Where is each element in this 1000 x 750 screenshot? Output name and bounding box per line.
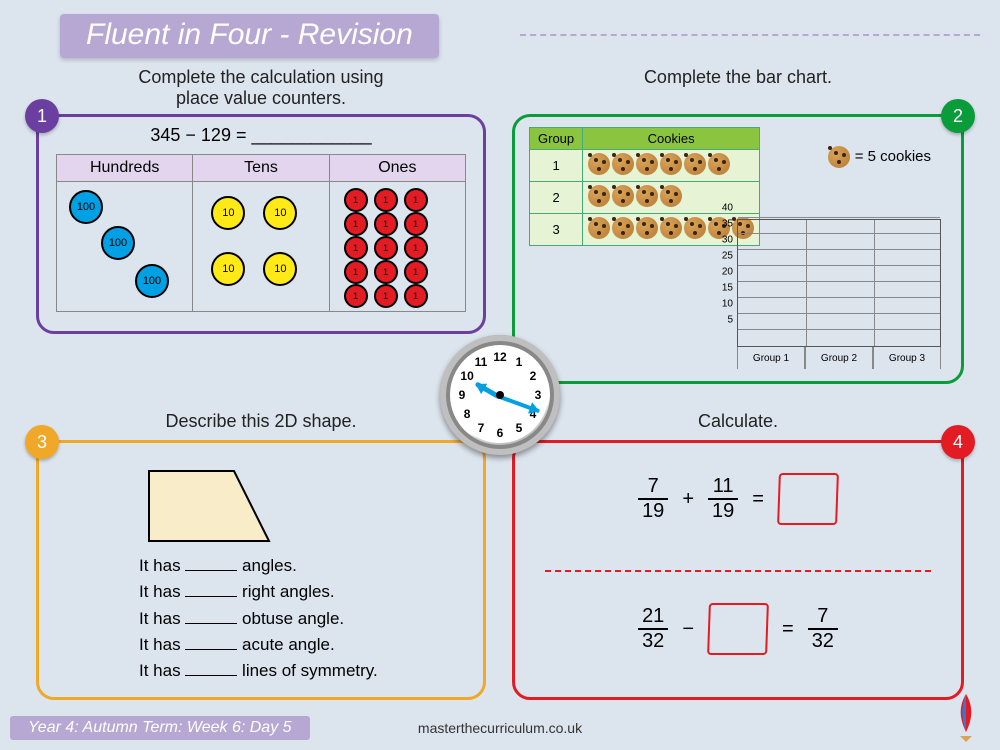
panel-4: 4 Calculate. 719 + 1119 = 2132 − = 732 xyxy=(512,440,964,700)
divider-dash xyxy=(545,570,931,572)
footer-url: masterthecurriculum.co.uk xyxy=(418,720,582,736)
cookie-icon xyxy=(828,146,850,168)
fraction-eq-2: 2132 − = 732 xyxy=(515,603,961,655)
instr-1: Complete the calculation using place val… xyxy=(39,67,483,109)
instr-4: Calculate. xyxy=(515,411,961,432)
header-hundreds: Hundreds xyxy=(57,155,193,182)
header-tens: Tens xyxy=(193,155,329,182)
place-value-table: Hundreds Tens Ones 100100100 10101010 11… xyxy=(56,154,466,312)
shape-description: It has angles.It has right angles.It has… xyxy=(139,553,378,685)
answer-box-2[interactable] xyxy=(707,603,769,655)
cookie-th-group: Group xyxy=(530,128,583,150)
clock: 121234567891011 xyxy=(440,335,560,455)
footer-label: Year 4: Autumn Term: Week 6: Day 5 xyxy=(10,716,310,740)
bar-chart: 510152025303540 Group 1Group 2Group 3 xyxy=(711,219,941,369)
badge-2: 2 xyxy=(941,99,975,133)
instr-3: Describe this 2D shape. xyxy=(39,411,483,432)
cell-tens: 10101010 xyxy=(193,182,329,312)
cookie-th-cookies: Cookies xyxy=(583,128,760,150)
title-dash xyxy=(520,34,980,36)
legend-text: = 5 cookies xyxy=(855,148,931,165)
trapezium-shape xyxy=(139,461,279,551)
panel-2: 2 Complete the bar chart. Group Cookies … xyxy=(512,114,964,384)
fraction-eq-1: 719 + 1119 = xyxy=(515,473,961,525)
answer-box-1[interactable] xyxy=(777,473,839,525)
panel-1: 1 Complete the calculation using place v… xyxy=(36,114,486,334)
cell-hundreds: 100100100 xyxy=(57,182,193,312)
instr-2: Complete the bar chart. xyxy=(515,67,961,88)
logo-icon xyxy=(946,692,986,742)
equation-1: 345 − 129 = ____________ xyxy=(39,125,483,146)
panel-3: 3 Describe this 2D shape. It has angles.… xyxy=(36,440,486,700)
cookie-legend: = 5 cookies xyxy=(827,145,931,169)
cell-ones: 111111111111111 xyxy=(329,182,465,312)
header-ones: Ones xyxy=(329,155,465,182)
page-title: Fluent in Four - Revision xyxy=(60,14,439,58)
